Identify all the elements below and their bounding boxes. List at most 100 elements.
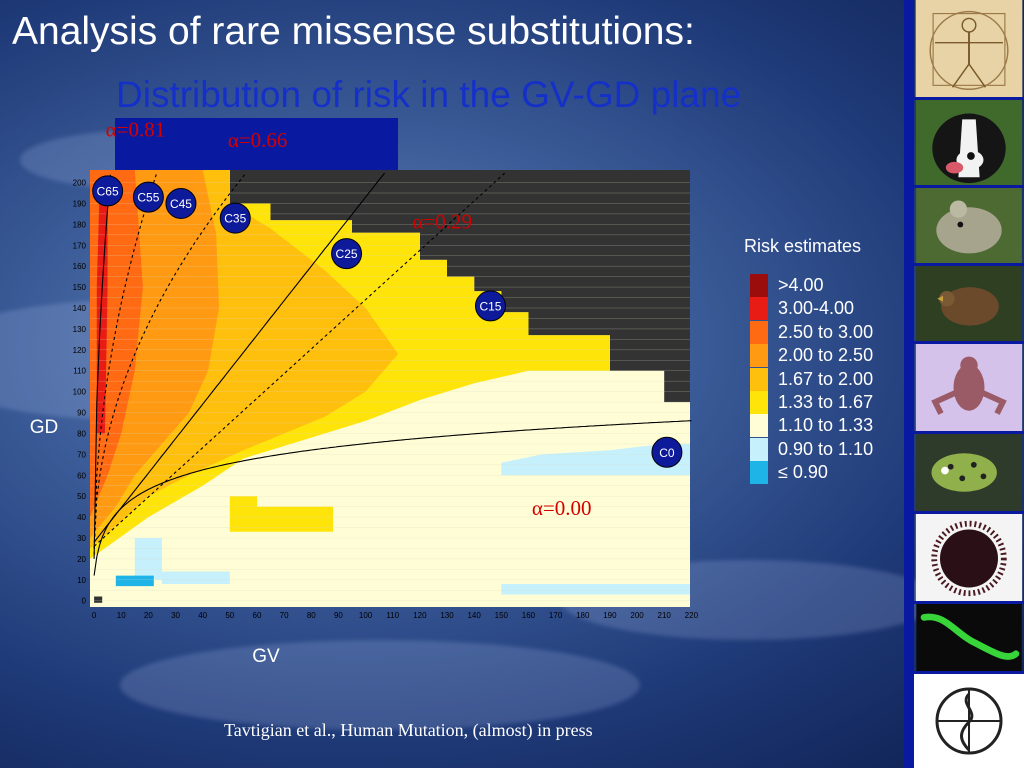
x-tick-label: 210 <box>658 611 672 620</box>
legend-label: 2.00 to 2.50 <box>778 345 874 366</box>
legend-swatch <box>750 414 768 438</box>
legend-item: >4.00 <box>750 274 824 297</box>
opossum-image <box>914 188 1024 266</box>
legend-swatch <box>750 367 768 391</box>
legend-item: 2.50 to 3.00 <box>750 320 874 344</box>
legend-label: 1.10 to 1.33 <box>778 415 874 436</box>
y-tick-label: 80 <box>77 429 86 438</box>
x-tick-label: 10 <box>117 611 126 620</box>
y-tick-label: 90 <box>77 409 86 418</box>
y-tick-label: 50 <box>77 492 86 501</box>
slide-subtitle: Distribution of risk in the GV-GD plane <box>116 74 742 115</box>
class-badge <box>132 181 164 213</box>
class-badge <box>651 436 683 468</box>
legend-swatch <box>750 320 768 344</box>
risk-heatmap-chart: 0 10 20 30 40 50 60 70 80 90 100 110 120 130 140 150 160… <box>30 117 699 667</box>
x-tick-label: 220 <box>685 611 699 620</box>
y-tick-label: 110 <box>73 367 86 376</box>
x-tick-label: 90 <box>334 611 343 620</box>
legend-swatch <box>750 391 768 414</box>
y-tick-label: 40 <box>77 513 86 522</box>
sea-urchin-image <box>914 514 1024 604</box>
y-tick-label: 10 <box>77 576 86 585</box>
legend-swatch <box>750 461 768 485</box>
x-tick-label: 120 <box>413 611 427 620</box>
y-tick-label: 140 <box>73 304 87 313</box>
alpha-0-66-curve-dashed <box>93 173 158 555</box>
x-tick-label: 80 <box>307 611 316 620</box>
alpha-label: α=0.29 <box>412 210 472 234</box>
x-tick-label: 50 <box>225 611 234 620</box>
x-tick-label: 60 <box>253 611 262 620</box>
risk-region-0-90-to-1-10 <box>161 571 230 584</box>
y-tick-label: 20 <box>77 555 86 564</box>
legend-label: ≤ 0.90 <box>778 462 828 483</box>
x-tick-label: 30 <box>171 611 180 620</box>
x-tick-label: 200 <box>630 611 644 620</box>
x-tick-label: 190 <box>603 611 617 620</box>
citation-footer: Tavtigian et al., Human Mutation, (almos… <box>224 720 593 740</box>
x-tick-label: 20 <box>144 611 153 620</box>
risk-region-0-90-to-1-10 <box>501 443 690 476</box>
y-tick-label: 120 <box>73 346 87 355</box>
x-tick-label: 180 <box>576 611 590 620</box>
legend-swatch <box>750 297 768 321</box>
class-label: C65 <box>97 184 119 198</box>
frog-image <box>914 344 1024 434</box>
y-tick-label: 60 <box>77 471 86 480</box>
class-label: C15 <box>479 299 501 313</box>
y-tick-label: 30 <box>77 534 86 543</box>
class-badge <box>92 175 124 207</box>
legend-item: 1.67 to 2.00 <box>750 367 874 391</box>
legend-label: 2.50 to 3.00 <box>778 321 874 342</box>
y-tick-label: 150 <box>73 283 87 292</box>
x-axis-label: GV <box>252 646 280 667</box>
legend-swatch <box>750 437 768 461</box>
class-label: C35 <box>224 212 246 226</box>
x-tick-label: 170 <box>549 611 563 620</box>
legend-item: 1.10 to 1.33 <box>750 414 874 438</box>
y-tick-label: 180 <box>73 220 87 229</box>
y-tick-label: 130 <box>73 325 87 334</box>
legend-label: 0.90 to 1.10 <box>778 438 874 459</box>
y-tick-label: 0 <box>82 597 87 606</box>
x-tick-label: 70 <box>280 611 289 620</box>
legend-item: 3.00-4.00 <box>750 297 855 321</box>
legend-label: 1.67 to 2.00 <box>778 368 874 389</box>
y-tick-label: 170 <box>73 241 87 250</box>
header-block <box>115 118 398 170</box>
y-tick-label: 100 <box>73 388 87 397</box>
slide-title: Analysis of rare missense substitutions: <box>12 10 695 53</box>
class-label: C0 <box>659 446 675 460</box>
x-tick-label: 40 <box>198 611 207 620</box>
x-tick-label: 0 <box>92 611 97 620</box>
class-badge <box>219 202 251 234</box>
alpha-0-00-curve <box>93 420 692 576</box>
x-tick-label: 150 <box>495 611 509 620</box>
y-tick-label: 200 <box>73 179 87 188</box>
dog-image <box>914 100 1024 188</box>
legend-title: Risk estimates <box>744 236 862 256</box>
class-label: C45 <box>170 197 192 211</box>
x-tick-label: 140 <box>467 611 481 620</box>
alpha-0-81-curve <box>93 174 111 559</box>
y-axis-label: GD <box>30 417 59 438</box>
class-badge <box>165 187 197 219</box>
y-tick-label: 190 <box>73 199 87 208</box>
alpha-label: α=0.81 <box>106 118 166 142</box>
pufferfish-image <box>914 434 1024 514</box>
alpha-0-66-curve-dashed-2 <box>93 172 247 549</box>
x-tick-label: 160 <box>522 611 536 620</box>
legend-label: 3.00-4.00 <box>778 298 855 319</box>
alpha-label: α=0.00 <box>532 496 592 520</box>
legend-item: 0.90 to 1.10 <box>750 437 874 461</box>
class-badge <box>331 238 363 270</box>
x-tick-label: 130 <box>440 611 454 620</box>
alpha-0-29-curve <box>93 172 386 543</box>
y-tick-label: 160 <box>73 262 87 271</box>
x-tick-label: 100 <box>359 611 373 620</box>
nematode-worm-image <box>914 604 1024 674</box>
legend-swatch <box>750 274 768 297</box>
legend-label: 1.33 to 1.67 <box>778 392 874 412</box>
legend-item: 1.33 to 1.67 <box>750 391 873 414</box>
